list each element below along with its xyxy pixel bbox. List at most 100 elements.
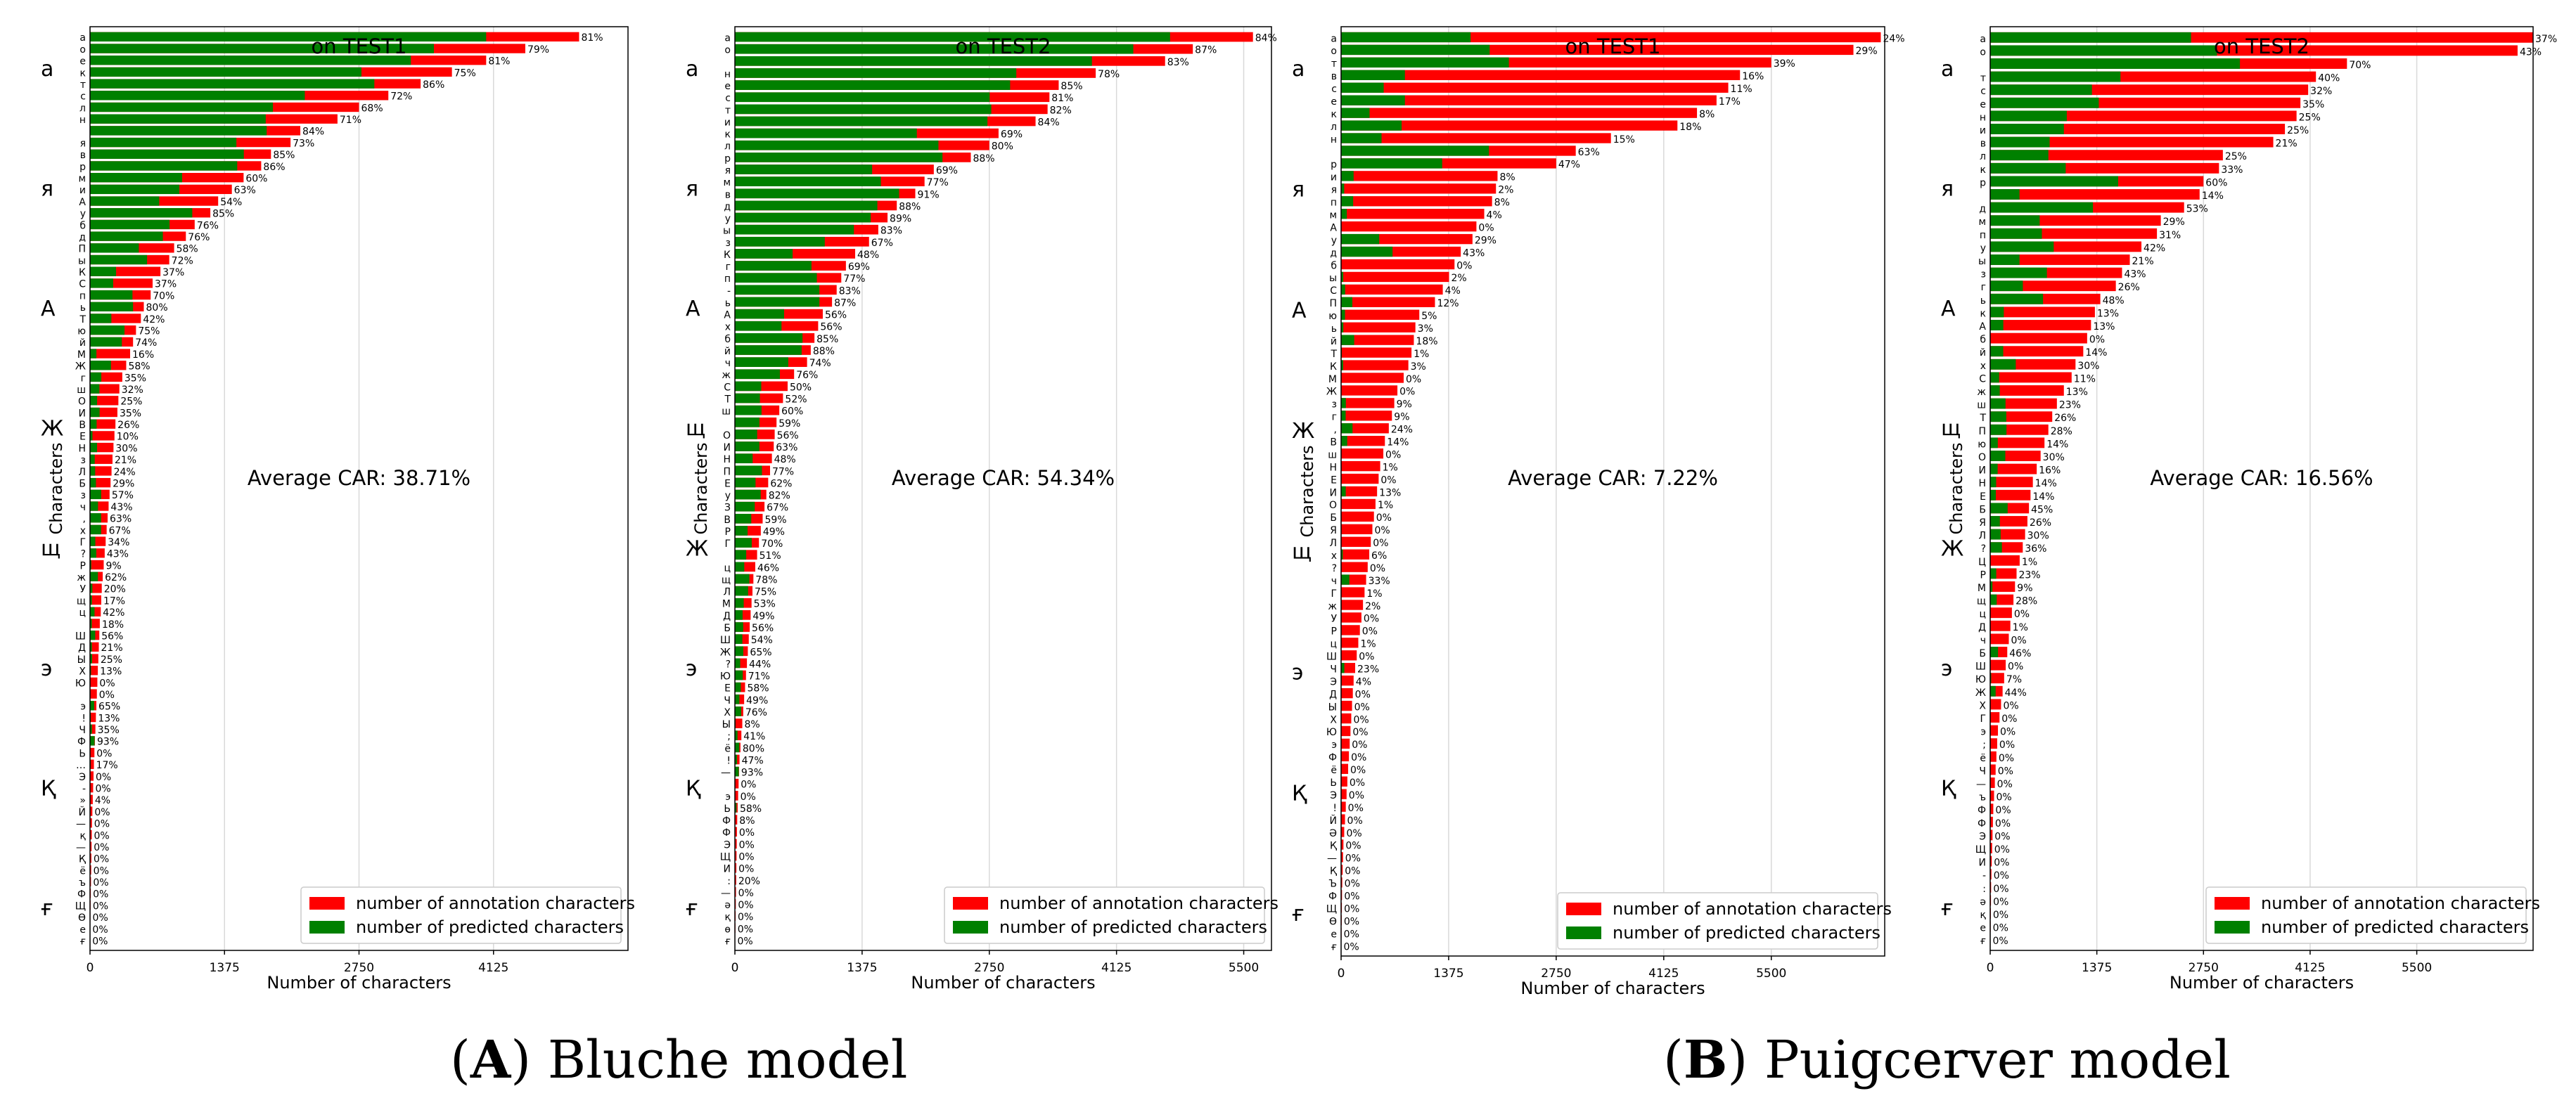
annotation-bar [90, 794, 93, 805]
car-label: 21% [101, 643, 123, 654]
category-tick-label: я [725, 165, 731, 176]
category-tick-label: ч [1980, 635, 1986, 646]
category-tick-label: ж [77, 572, 86, 583]
car-label: 93% [97, 737, 119, 748]
annotation-bar [735, 778, 739, 789]
predicted-bar [735, 586, 748, 596]
x-tick-label: 0 [1987, 961, 1994, 975]
predicted-bar [1990, 529, 2001, 540]
car-label: 0% [2011, 635, 2026, 646]
category-tick-label: в [80, 150, 86, 161]
predicted-bar [90, 231, 163, 241]
predicted-bar [1341, 309, 1345, 320]
category-tick-label: С [79, 279, 86, 290]
caption-a: (A) Bluche model [450, 1030, 908, 1090]
category-tick-label: х [1331, 550, 1337, 562]
category-tick-label: й [1980, 347, 1986, 359]
car-label: 56% [825, 310, 847, 321]
car-label: 43% [107, 549, 129, 560]
category-tick-label: З [724, 503, 731, 514]
chart-title: on TEST2 [956, 34, 1051, 58]
car-label: 0% [94, 807, 110, 818]
annotation-bar [1990, 306, 2095, 318]
annotation-bar [735, 754, 740, 765]
predicted-bar [735, 200, 878, 211]
category-tick-label: И [724, 442, 731, 453]
car-label: 85% [212, 209, 234, 220]
category-tick-label: Т [1330, 349, 1337, 360]
predicted-bar [735, 224, 854, 235]
predicted-bar [1341, 196, 1354, 207]
category-tick-label: ю [1978, 439, 1986, 450]
predicted-bar [735, 682, 741, 692]
car-label: 59% [764, 515, 786, 526]
annotation-bar [90, 642, 99, 652]
legend-label-predicted: number of predicted characters [999, 917, 1267, 937]
car-label: 0% [738, 924, 753, 935]
car-label: 76% [745, 707, 767, 718]
predicted-bar [1990, 463, 1998, 474]
annotation-bar [90, 466, 112, 476]
predicted-bar [735, 766, 739, 777]
annotation-bar [1341, 82, 1729, 93]
category-tick-label: П [1978, 426, 1986, 437]
predicted-bar [1341, 57, 1509, 68]
big-character-label: Ж [686, 536, 708, 561]
car-label: 77% [772, 466, 794, 477]
predicted-bar [90, 524, 101, 535]
category-tick-label: у [80, 209, 86, 220]
category-tick-label: А [79, 197, 86, 208]
legend-swatch-annotation [309, 897, 345, 910]
x-tick-label: 4125 [2295, 961, 2325, 975]
category-tick-label: ? [81, 549, 86, 560]
car-label: 0% [94, 865, 109, 877]
category-tick-label: Э [1330, 790, 1337, 801]
car-label: 14% [2046, 439, 2068, 450]
big-character-label: а [1292, 57, 1305, 82]
annotation-bar [1990, 803, 1994, 815]
car-label: 88% [813, 346, 835, 357]
predicted-bar [1990, 58, 2241, 69]
car-label: 82% [769, 491, 790, 502]
car-label: 4% [1356, 676, 1371, 687]
category-tick-label: Ы [77, 654, 86, 666]
car-label: 71% [748, 671, 770, 683]
big-character-label: Ж [1292, 419, 1314, 444]
predicted-bar [1990, 424, 2007, 435]
category-tick-label: у [1331, 235, 1337, 246]
category-tick-label: к [1980, 308, 1986, 319]
category-tick-label: И [1979, 858, 1986, 869]
annotation-bar [1341, 385, 1398, 396]
category-tick-label: ъ [79, 877, 86, 889]
car-label: 23% [2018, 569, 2040, 581]
car-label: 24% [114, 467, 136, 478]
predicted-bar [1990, 581, 1993, 592]
car-label: 15% [1613, 134, 1635, 146]
car-label: 56% [752, 623, 774, 634]
category-tick-label: Х [79, 666, 86, 678]
category-tick-label: с [1331, 84, 1337, 95]
car-label: 0% [2008, 661, 2023, 673]
category-tick-label: е [1980, 923, 1986, 934]
car-label: 0% [94, 854, 109, 865]
predicted-bar [1341, 44, 1490, 56]
category-tick-label: Д [723, 611, 731, 622]
car-label: 75% [138, 325, 160, 337]
legend-box [1557, 892, 1878, 950]
predicted-bar [735, 381, 762, 392]
annotation-bar [1990, 738, 1997, 749]
predicted-bar [735, 116, 988, 127]
car-label: 4% [95, 795, 110, 806]
car-label: 0% [1997, 779, 2013, 790]
annotation-bar [90, 771, 94, 781]
predicted-bar [1341, 284, 1345, 295]
car-label: 0% [1456, 260, 1472, 271]
category-tick-label: ц [724, 562, 731, 574]
annotation-bar [735, 874, 736, 885]
car-label: 14% [2032, 491, 2054, 503]
category-tick-label: » [79, 795, 86, 806]
car-label: 42% [2144, 243, 2165, 254]
annotation-bar [1341, 687, 1353, 699]
predicted-bar [1990, 385, 2000, 396]
car-label: 88% [899, 201, 921, 212]
